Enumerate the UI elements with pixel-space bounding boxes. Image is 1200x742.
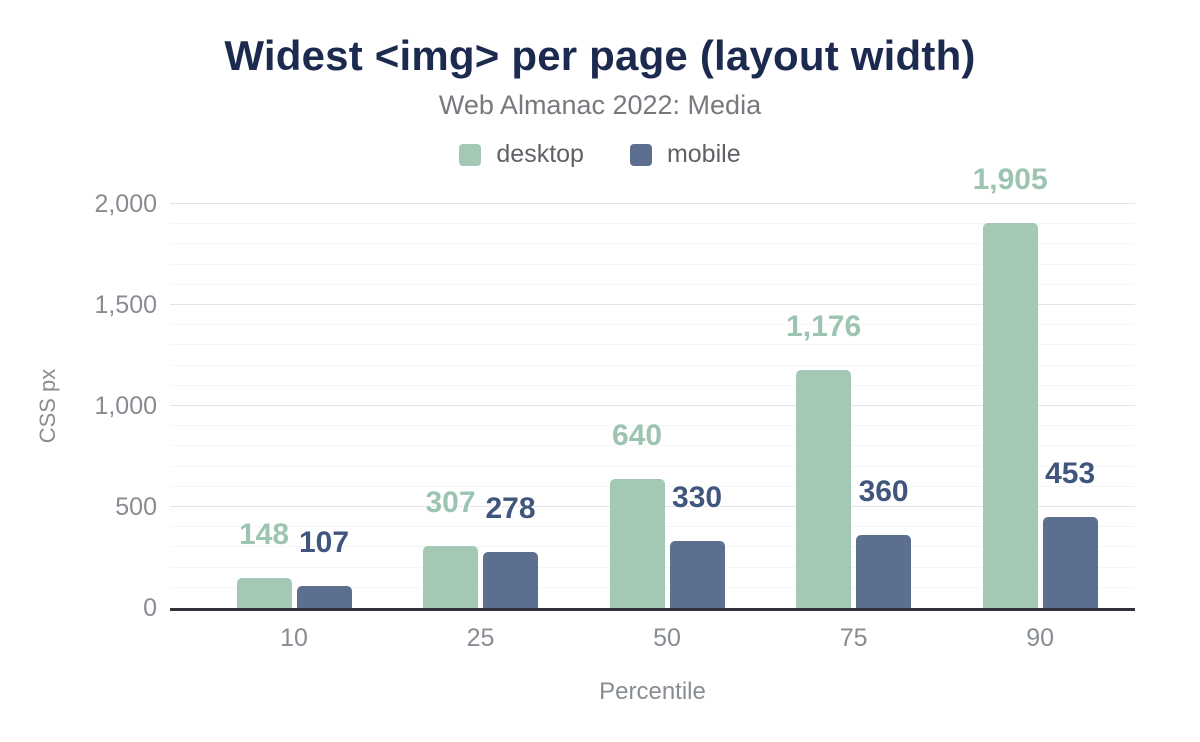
x-tick-label-50: 50 (653, 624, 681, 652)
y-tick-label-500: 500 (115, 493, 157, 521)
legend-item-mobile[interactable]: mobile (629, 140, 741, 169)
gridline-minor (170, 263, 1135, 265)
gridline-minor (170, 465, 1135, 467)
bar-mobile-p50[interactable] (669, 541, 725, 608)
gridline-minor (170, 445, 1135, 447)
x-tick-label-25: 25 (466, 624, 495, 652)
value-label-desktop-p75: 1,176 (786, 310, 862, 344)
chart-subtitle: Web Almanac 2022: Media (438, 90, 762, 120)
bar-desktop-p75[interactable] (796, 370, 852, 608)
mobile-swatch-icon (629, 143, 652, 166)
bar-desktop-p25[interactable] (423, 546, 479, 608)
gridline-minor (170, 243, 1135, 245)
bar-mobile-p25[interactable] (483, 551, 539, 608)
legend: desktop mobile (0, 140, 1200, 169)
value-label-mobile-p10: 107 (298, 526, 350, 560)
y-tick-label-1000: 1,000 (94, 392, 157, 420)
plot-area: 148 107 10 307 278 25 640 330 50 1,176 360 75 1,905 4… (170, 165, 1135, 652)
chart-title: Widest <img> per page (layout width) (224, 32, 976, 79)
gridline-minor (170, 283, 1135, 285)
value-label-desktop-p90: 1,905 (972, 163, 1048, 197)
desktop-swatch-icon (459, 143, 482, 166)
bar-mobile-p90[interactable] (1042, 516, 1098, 608)
gridline-minor (170, 223, 1135, 225)
gridline-minor (170, 324, 1135, 326)
bar-desktop-p50[interactable] (609, 478, 665, 608)
value-label-desktop-p10: 148 (238, 518, 290, 552)
legend-item-desktop[interactable]: desktop (459, 140, 584, 169)
value-label-mobile-p90: 453 (1045, 456, 1096, 490)
bar-mobile-p10[interactable] (296, 586, 352, 608)
y-tick-label-0: 0 (143, 594, 157, 622)
gridline-major (170, 304, 1135, 305)
value-label-desktop-p25: 307 (425, 486, 476, 519)
legend-label-mobile: mobile (666, 140, 741, 168)
bar-desktop-p10[interactable] (236, 578, 292, 608)
gridline-minor (170, 384, 1135, 386)
gridline-minor (170, 425, 1135, 427)
x-axis-title: Percentile (599, 678, 706, 705)
value-label-mobile-p50: 330 (672, 481, 723, 515)
value-label-mobile-p25: 278 (485, 491, 536, 525)
gridline-minor (170, 364, 1135, 366)
x-tick-label-10: 10 (280, 624, 308, 652)
x-tick-label-90: 90 (1026, 624, 1055, 652)
y-tick-label-2000: 2,000 (94, 190, 157, 218)
gridline-minor (170, 344, 1135, 346)
value-label-mobile-p75: 360 (858, 475, 909, 509)
value-label-desktop-p50: 640 (612, 418, 663, 452)
x-tick-label-75: 75 (839, 624, 868, 652)
gridline-major (170, 405, 1135, 406)
bar-mobile-p75[interactable] (856, 535, 912, 608)
y-tick-label-1500: 1,500 (94, 291, 157, 319)
legend-label-desktop: desktop (496, 140, 584, 168)
gridline-major (170, 203, 1135, 204)
bar-desktop-p90[interactable] (982, 223, 1038, 608)
